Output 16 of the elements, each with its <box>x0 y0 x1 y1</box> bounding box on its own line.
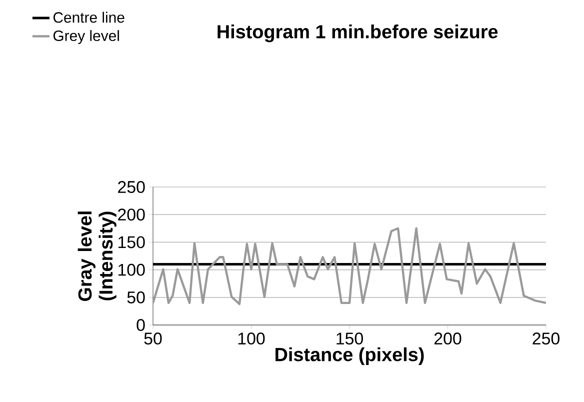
x-axis-title: Distance (pixels) <box>276 347 424 365</box>
legend-label: Grey level <box>53 30 119 44</box>
x-tick-label: 100 <box>238 332 265 345</box>
y-tick-label: 50 <box>127 291 145 304</box>
y-tick-label: 150 <box>118 236 145 248</box>
legend-label: Centre line <box>53 12 124 23</box>
y-tick-label: 0 <box>136 319 145 331</box>
chart-title: Histogram 1 min.before seizure <box>218 24 498 42</box>
y-tick-label: 200 <box>118 208 145 221</box>
y-axis-title: Gray level (Intensity) <box>78 212 116 301</box>
x-tick-label: 50 <box>144 332 162 345</box>
y-tick-label: 250 <box>118 181 145 194</box>
x-tick-label: 200 <box>434 332 462 345</box>
y-tick-label: 100 <box>118 264 145 276</box>
x-tick-label: 150 <box>336 332 363 345</box>
x-tick-label: 250 <box>532 332 560 345</box>
